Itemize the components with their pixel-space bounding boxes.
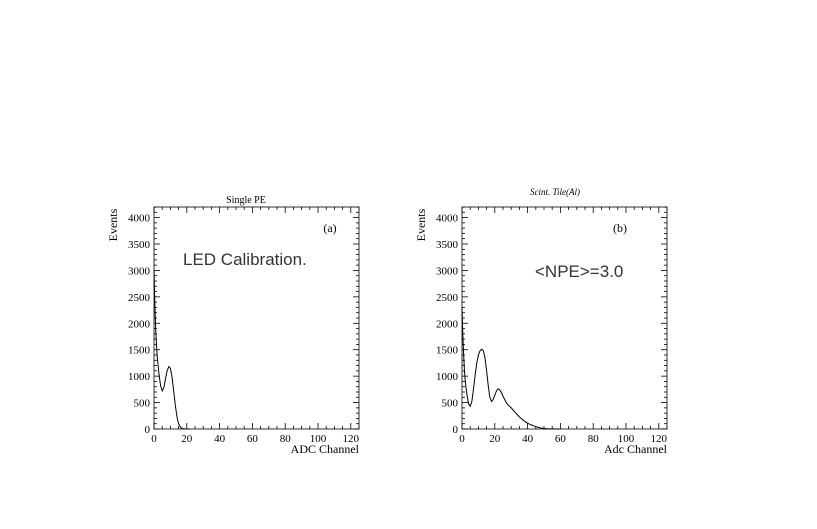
x-tick-label: 60 bbox=[247, 433, 259, 445]
x-tick-label: 80 bbox=[588, 433, 600, 445]
y-tick-label: 500 bbox=[134, 398, 151, 410]
y-axis-label: Events bbox=[106, 208, 120, 241]
panel-tag: (b) bbox=[613, 221, 627, 235]
x-tick-label: 60 bbox=[555, 433, 567, 445]
y-axis-label: Events bbox=[414, 208, 428, 241]
panel-b: Scint. Tile(Al) (b) <NPE>=3.0 Events Adc Cha… bbox=[414, 187, 668, 456]
series-line bbox=[153, 270, 191, 430]
y-tick-label: 1500 bbox=[128, 345, 151, 357]
y-tick-label: 3500 bbox=[436, 239, 459, 251]
x-tick-label: 40 bbox=[214, 433, 226, 445]
x-tick-label: 100 bbox=[618, 433, 635, 445]
y-tick-label: 0 bbox=[145, 424, 151, 436]
y-tick-label: 4000 bbox=[128, 213, 151, 225]
x-tick-label: 0 bbox=[459, 433, 465, 445]
y-tick-label: 2500 bbox=[436, 292, 459, 304]
annotation: LED Calibration. bbox=[183, 250, 307, 269]
y-tick-label: 2500 bbox=[128, 292, 151, 304]
x-axis-label: ADC Channel bbox=[291, 442, 360, 456]
y-tick-label: 1000 bbox=[436, 371, 459, 383]
plot-frame bbox=[153, 206, 360, 430]
x-tick-label: 20 bbox=[181, 433, 193, 445]
series-line bbox=[461, 307, 561, 430]
y-tick-label: 500 bbox=[442, 398, 459, 410]
x-tick-label: 40 bbox=[522, 433, 534, 445]
x-axis-label: Adc Channel bbox=[604, 442, 668, 456]
y-tick-label: 3000 bbox=[128, 265, 151, 277]
panel-tag: (a) bbox=[323, 221, 336, 235]
chart-title: Scint. Tile(Al) bbox=[530, 187, 580, 197]
x-tick-label: 120 bbox=[343, 433, 360, 445]
x-tick-label: 120 bbox=[651, 433, 668, 445]
y-tick-label: 4000 bbox=[436, 213, 459, 225]
x-tick-label: 0 bbox=[151, 433, 157, 445]
plot-frame bbox=[461, 206, 668, 430]
y-tick-label: 2000 bbox=[436, 318, 459, 330]
x-tick-label: 100 bbox=[310, 433, 327, 445]
y-tick-label: 1500 bbox=[436, 345, 459, 357]
y-tick-label: 1000 bbox=[128, 371, 151, 383]
y-tick-label: 3000 bbox=[436, 265, 459, 277]
annotation: <NPE>=3.0 bbox=[535, 262, 623, 281]
x-tick-label: 20 bbox=[489, 433, 501, 445]
y-tick-label: 0 bbox=[453, 424, 459, 436]
panel-a: Single PE (a) LED Calibration. Events ADC Ch… bbox=[106, 195, 360, 456]
y-tick-label: 2000 bbox=[128, 318, 151, 330]
y-tick-label: 3500 bbox=[128, 239, 151, 251]
chart-title: Single PE bbox=[226, 195, 266, 206]
x-tick-label: 80 bbox=[280, 433, 292, 445]
